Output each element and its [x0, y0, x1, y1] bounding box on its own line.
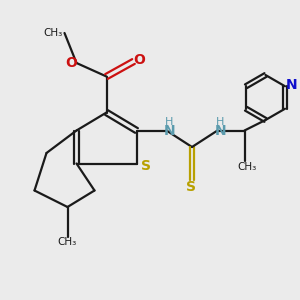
- Text: S: S: [185, 180, 196, 194]
- Text: CH₃: CH₃: [58, 237, 77, 248]
- Text: H: H: [165, 117, 174, 127]
- Text: S: S: [140, 160, 151, 173]
- Text: N: N: [164, 124, 175, 138]
- Text: H: H: [216, 117, 225, 127]
- Text: O: O: [134, 53, 146, 67]
- Text: N: N: [215, 124, 226, 138]
- Text: CH₃: CH₃: [44, 28, 63, 38]
- Text: CH₃: CH₃: [237, 162, 256, 172]
- Text: O: O: [65, 56, 77, 70]
- Text: N: N: [286, 78, 297, 92]
